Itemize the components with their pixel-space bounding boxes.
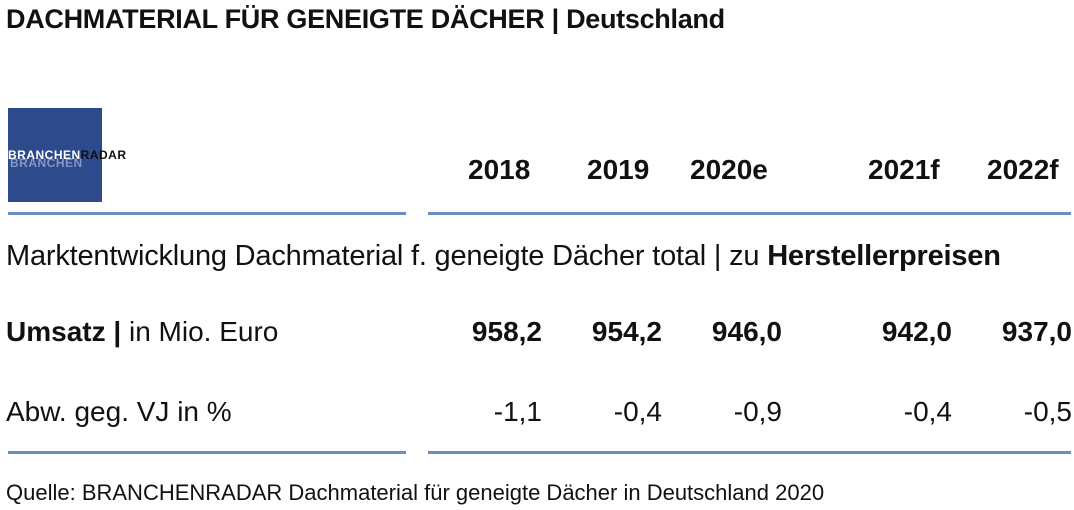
row-label-umsatz-bold: Umsatz | — [6, 316, 122, 347]
logo-wordmark: BRANCHEN BRANCHENRADAR — [8, 148, 127, 170]
logo-part2: RADAR — [80, 148, 127, 162]
abweichung-2019: -0,4 — [613, 396, 662, 427]
title-region: Deutschland — [566, 4, 725, 34]
title-main: DACHMATERIAL FÜR GENEIGTE DÄCHER — [6, 4, 545, 34]
section-title-emphasis: Herstellerpreisen — [767, 240, 1001, 272]
source-note: Quelle: BRANCHENRADAR Dachmaterial für g… — [6, 480, 825, 505]
header-rule-right — [428, 212, 1071, 215]
year-header-2022f: 2022f — [987, 154, 1059, 185]
year-header-2021f: 2021f — [868, 154, 940, 185]
logo-part1: BRANCHEN — [8, 148, 81, 162]
umsatz-2019: 954,2 — [591, 316, 662, 347]
row-label-abweichung-text: Abw. geg. VJ in % — [6, 396, 232, 427]
umsatz-2018: 958,2 — [471, 316, 542, 347]
logo-ghost-text: BRANCHEN — [10, 156, 83, 170]
header-rule-left — [8, 212, 406, 215]
title-separator: | — [551, 4, 560, 34]
year-header-2019: 2019 — [587, 154, 650, 185]
section-title-prefix: Marktentwicklung Dachmaterial f. geneigt… — [6, 240, 768, 272]
branchenradar-logo — [8, 108, 102, 202]
abweichung-2022f: -0,5 — [1023, 396, 1072, 427]
section-title: Marktentwicklung Dachmaterial f. geneigt… — [6, 240, 1001, 273]
abweichung-2021f: -0,4 — [903, 396, 952, 427]
footer-rule-left — [8, 451, 406, 454]
footer-rule-right — [428, 451, 1071, 454]
umsatz-2021f: 942,0 — [881, 316, 952, 347]
year-header-2020e: 2020e — [690, 154, 768, 185]
year-header-2018: 2018 — [468, 154, 531, 185]
abweichung-2018: -1,1 — [493, 396, 542, 427]
umsatz-2020e: 946,0 — [711, 316, 782, 347]
umsatz-2022f: 937,0 — [1001, 316, 1072, 347]
row-label-umsatz: Umsatz | in Mio. Euro — [6, 316, 278, 348]
row-label-umsatz-unit: in Mio. Euro — [121, 316, 279, 347]
abweichung-2020e: -0,9 — [733, 396, 782, 427]
page-title: DACHMATERIAL FÜR GENEIGTE DÄCHER | Deuts… — [6, 4, 725, 35]
row-label-abweichung: Abw. geg. VJ in % — [6, 396, 232, 428]
